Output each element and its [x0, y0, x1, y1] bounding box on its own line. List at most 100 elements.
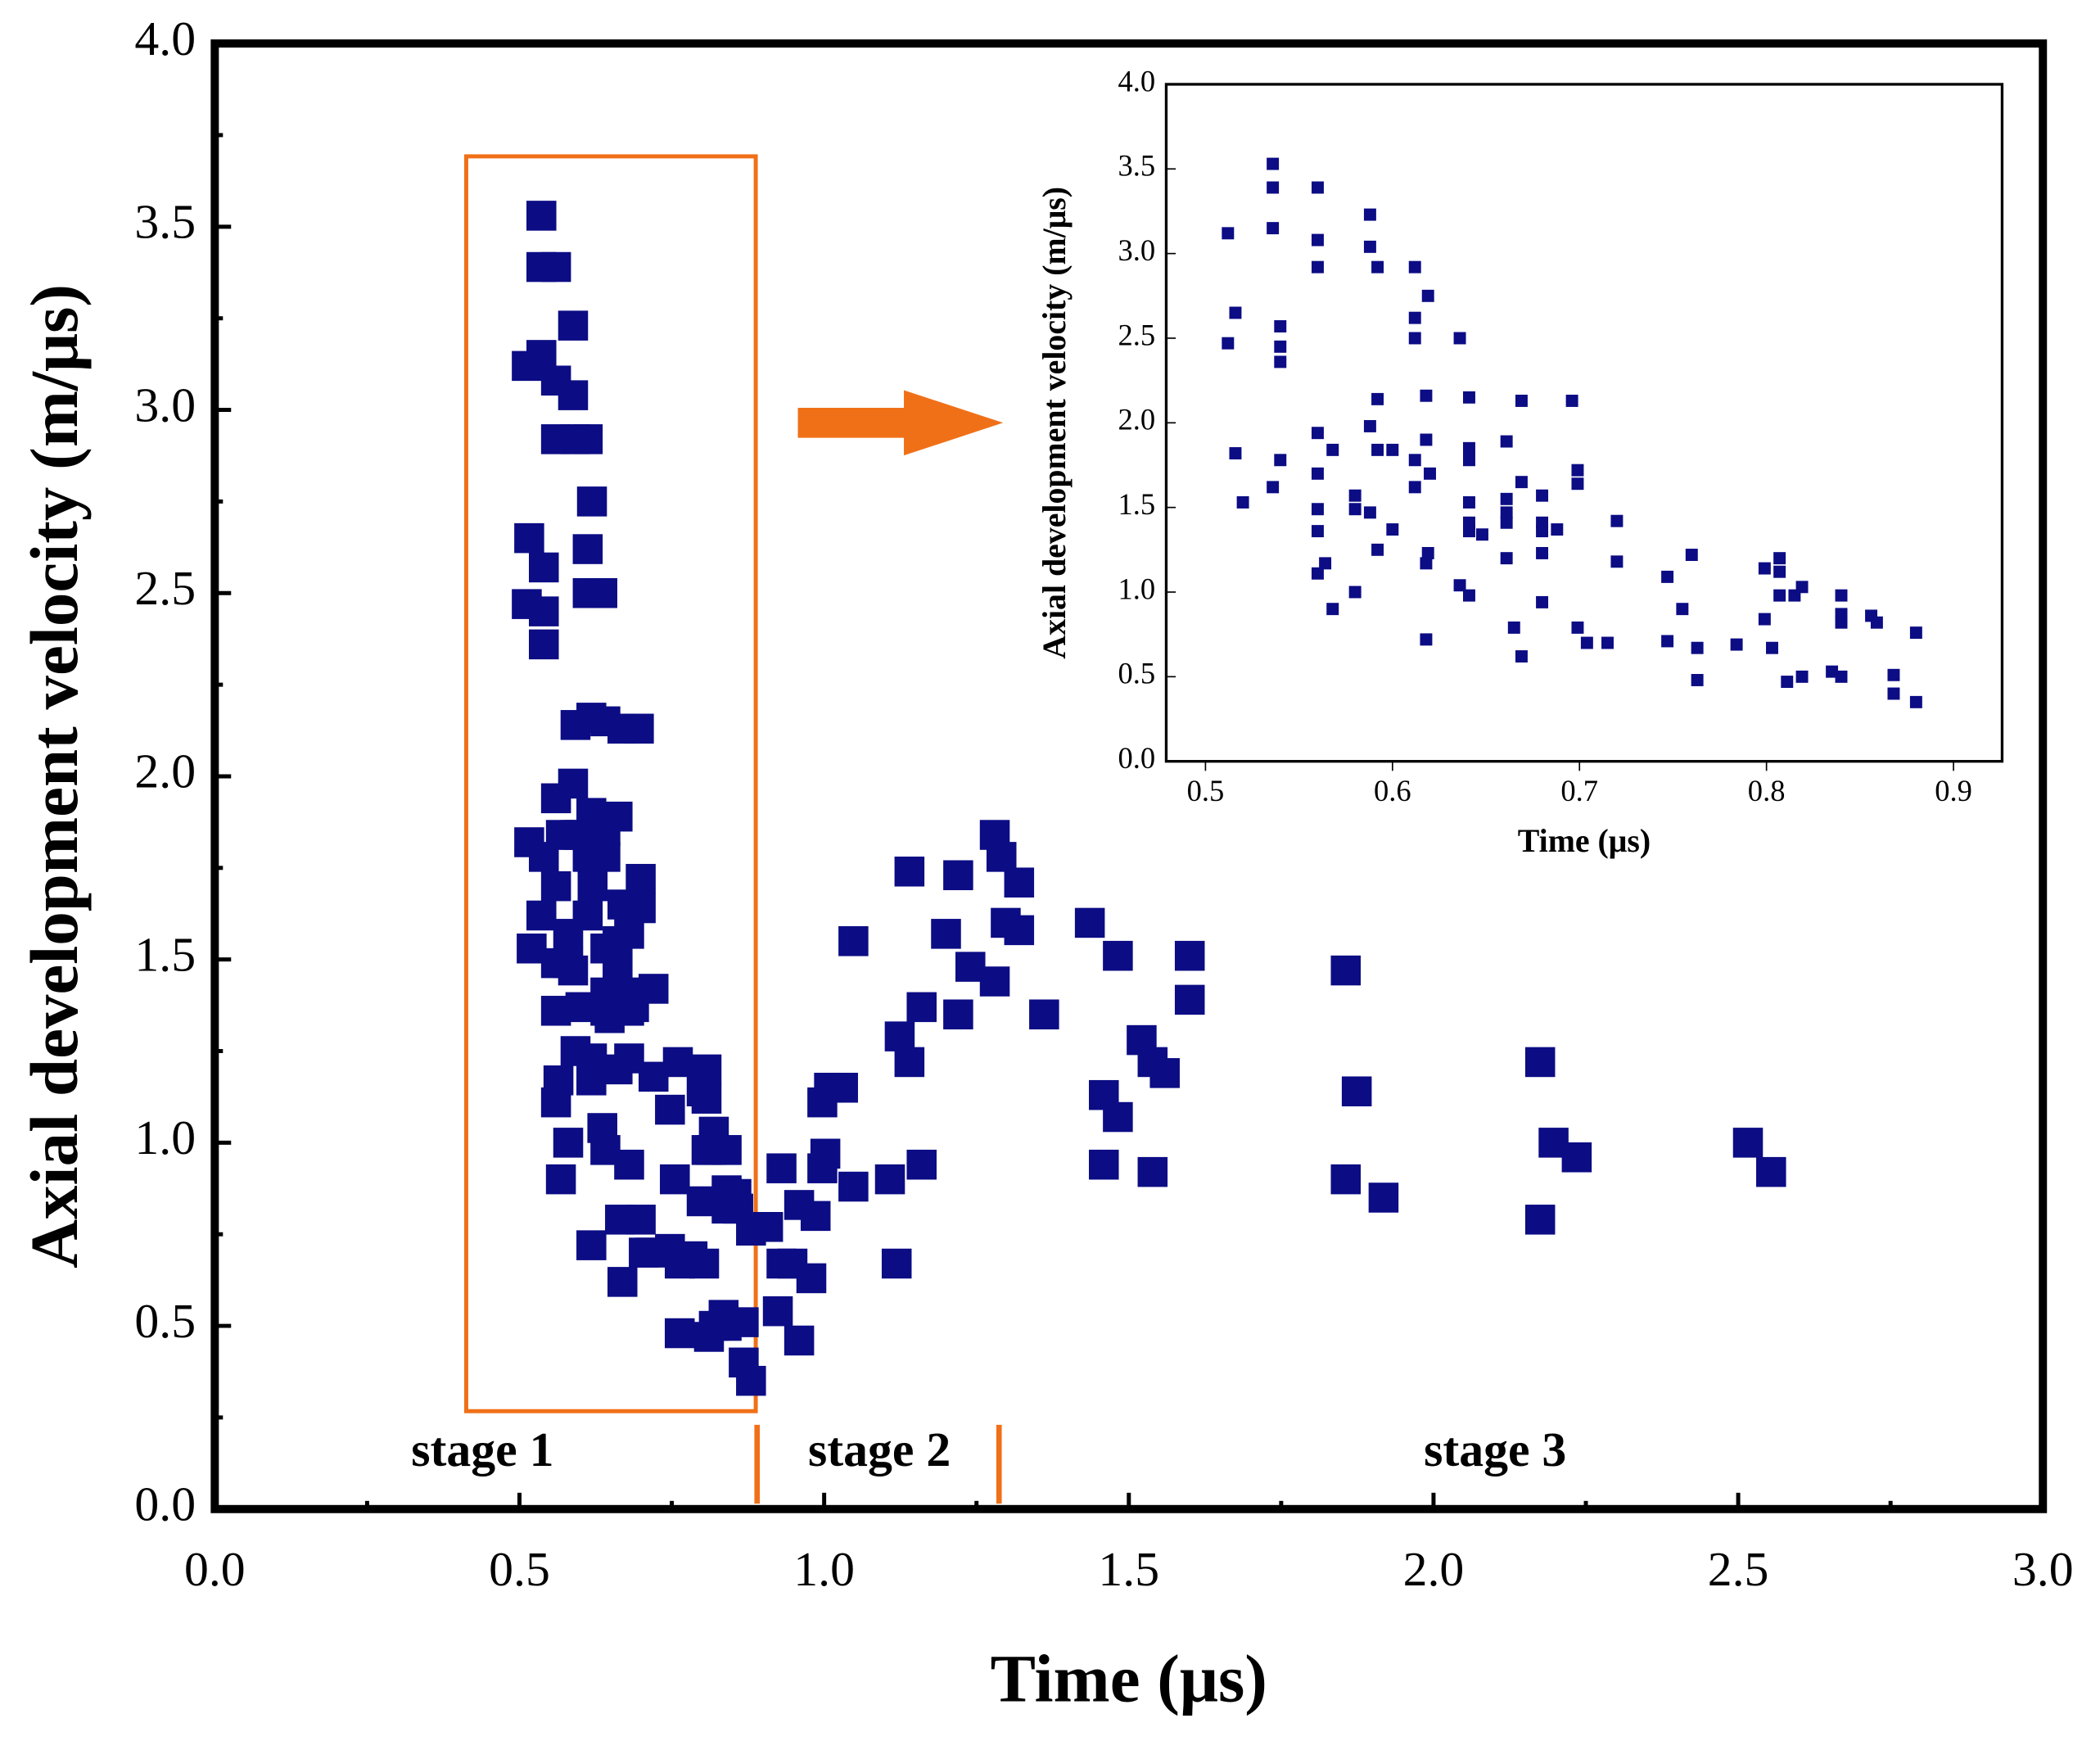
point: [1348, 489, 1362, 502]
point: [1610, 555, 1624, 568]
x-tick-label: 0.0: [184, 1542, 246, 1596]
point: [800, 1201, 831, 1232]
point: [1371, 443, 1384, 456]
point: [1408, 481, 1421, 494]
point: [1326, 603, 1339, 616]
point: [1341, 1076, 1372, 1106]
y-tick-label: 1.5: [134, 927, 196, 981]
y-tick-label: 3.5: [1118, 149, 1156, 183]
y-tick-label: 1.0: [134, 1110, 196, 1164]
point: [796, 1263, 827, 1294]
point: [1274, 320, 1287, 332]
point: [1500, 492, 1513, 505]
point: [1887, 668, 1900, 681]
point: [1835, 589, 1848, 602]
point: [614, 919, 644, 949]
point: [1909, 695, 1922, 708]
point: [1835, 670, 1848, 683]
point: [1909, 626, 1922, 640]
point: [1311, 567, 1324, 580]
plot-area: [1164, 83, 2004, 763]
point: [691, 1054, 722, 1085]
point: [1462, 391, 1475, 404]
point: [590, 842, 621, 872]
point: [1524, 1047, 1556, 1078]
point: [1311, 427, 1324, 440]
point: [1565, 394, 1578, 407]
point: [1571, 477, 1584, 491]
point: [828, 1072, 858, 1103]
point: [1386, 443, 1399, 456]
point: [540, 251, 571, 283]
y-tick-label: 4.0: [1118, 64, 1156, 97]
y-tick-label: 0.0: [134, 1476, 196, 1531]
point: [838, 1171, 869, 1202]
point: [1773, 589, 1786, 602]
point: [1386, 523, 1399, 536]
point: [1685, 549, 1698, 561]
x-axis-label: Time (μs): [1518, 822, 1651, 859]
point: [625, 863, 656, 894]
point: [931, 919, 961, 949]
point: [1795, 670, 1809, 683]
y-tick-label: 3.0: [134, 378, 196, 432]
x-tick-label: 1.0: [793, 1542, 855, 1596]
point: [558, 380, 589, 410]
x-tick-label: 0.5: [489, 1542, 550, 1596]
point: [1311, 503, 1324, 516]
point: [553, 1128, 584, 1158]
point: [576, 1230, 607, 1260]
point: [1368, 1183, 1399, 1213]
point: [1421, 289, 1434, 302]
point: [603, 801, 633, 832]
point: [1507, 621, 1520, 634]
y-tick-label: 1.5: [1118, 487, 1156, 521]
y-tick-label: 4.0: [134, 11, 196, 66]
point: [1500, 506, 1513, 519]
point: [1421, 546, 1434, 559]
point: [1826, 665, 1839, 678]
point: [1758, 613, 1771, 626]
point: [1580, 636, 1593, 649]
point: [565, 992, 596, 1023]
point: [1515, 650, 1528, 663]
point: [1004, 915, 1035, 946]
point: [906, 1149, 937, 1180]
y-tick-label: 2.0: [1118, 403, 1156, 436]
point: [576, 486, 607, 517]
point: [1267, 481, 1280, 494]
point: [1274, 355, 1287, 369]
point: [607, 1267, 638, 1297]
annotation: stage 2: [808, 1422, 951, 1476]
point: [943, 999, 973, 1030]
x-axis-label: Time (μs): [991, 1641, 1267, 1716]
point: [689, 1248, 720, 1279]
point: [1149, 1058, 1180, 1088]
point: [1222, 337, 1235, 350]
point: [1363, 506, 1376, 519]
point: [1236, 495, 1249, 509]
point: [810, 1138, 841, 1169]
point: [1571, 464, 1584, 477]
x-tick-label: 0.5: [1187, 774, 1225, 807]
x-tick-label: 2.0: [1403, 1542, 1465, 1596]
point: [1222, 227, 1235, 240]
point: [1773, 565, 1786, 578]
point: [691, 1083, 722, 1114]
point: [1311, 233, 1324, 246]
point: [1311, 467, 1324, 480]
point: [1462, 589, 1475, 602]
point: [1137, 1156, 1168, 1187]
point: [1311, 525, 1324, 538]
point: [1074, 907, 1105, 938]
point: [655, 1094, 685, 1125]
point: [1371, 543, 1384, 556]
point: [572, 534, 603, 564]
point: [766, 1153, 797, 1183]
point: [1103, 1101, 1133, 1133]
point: [572, 424, 603, 454]
point: [986, 842, 1017, 872]
point: [1029, 999, 1059, 1030]
point: [874, 1164, 905, 1195]
